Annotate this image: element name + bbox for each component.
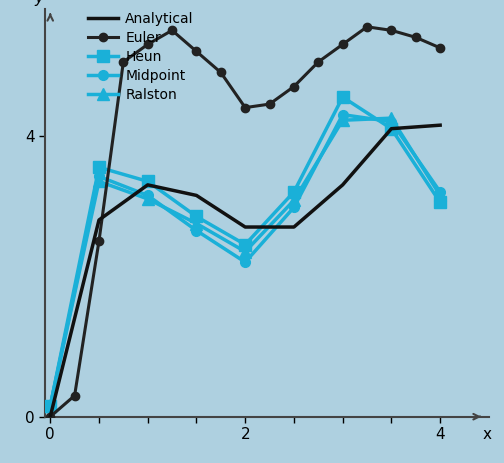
Midpoint [242, 259, 248, 265]
Euler [145, 42, 151, 47]
Euler [169, 28, 175, 33]
Midpoint [437, 189, 443, 194]
Ralston [437, 193, 443, 198]
Heun [242, 242, 248, 247]
Midpoint [389, 119, 395, 125]
Euler [194, 49, 200, 54]
Ralston [291, 198, 297, 203]
Euler [242, 105, 248, 110]
Line: Midpoint: Midpoint [45, 110, 445, 411]
Analytical [47, 414, 53, 419]
Line: Ralston: Ralston [45, 113, 446, 412]
Analytical [340, 182, 346, 188]
Midpoint [47, 403, 53, 409]
Heun [389, 126, 395, 131]
Heun [96, 164, 102, 170]
Euler [389, 28, 395, 33]
Midpoint [194, 228, 200, 233]
Euler [72, 393, 78, 398]
Legend: Analytical, Euler, Heun, Midpoint, Ralston: Analytical, Euler, Heun, Midpoint, Ralst… [88, 12, 194, 101]
Euler [96, 238, 102, 244]
Analytical [96, 217, 102, 223]
Ralston [145, 196, 151, 202]
Midpoint [291, 205, 297, 210]
Ralston [242, 249, 248, 254]
Ralston [389, 115, 395, 121]
Analytical [291, 224, 297, 230]
Heun [145, 179, 151, 184]
Midpoint [340, 112, 346, 118]
Midpoint [145, 193, 151, 198]
Euler [316, 59, 322, 65]
Analytical [242, 224, 248, 230]
Analytical [389, 126, 395, 131]
Euler [47, 414, 53, 419]
Ralston [194, 221, 200, 226]
Line: Analytical: Analytical [50, 125, 440, 417]
Text: x: x [482, 427, 491, 442]
Euler [291, 84, 297, 89]
Euler [218, 70, 224, 75]
Line: Heun: Heun [45, 92, 446, 412]
Analytical [437, 122, 443, 128]
Midpoint [96, 174, 102, 179]
Line: Euler: Euler [46, 23, 445, 421]
Ralston [340, 118, 346, 123]
Heun [437, 200, 443, 205]
Analytical [145, 182, 151, 188]
Euler [120, 59, 127, 65]
Heun [47, 403, 53, 409]
Heun [194, 214, 200, 219]
Euler [340, 42, 346, 47]
Heun [340, 94, 346, 100]
Heun [291, 189, 297, 194]
Text: y: y [34, 0, 43, 6]
Ralston [96, 179, 102, 184]
Ralston [47, 403, 53, 409]
Euler [364, 24, 370, 30]
Euler [267, 101, 273, 107]
Analytical [194, 193, 200, 198]
Euler [437, 45, 443, 50]
Euler [413, 35, 419, 40]
